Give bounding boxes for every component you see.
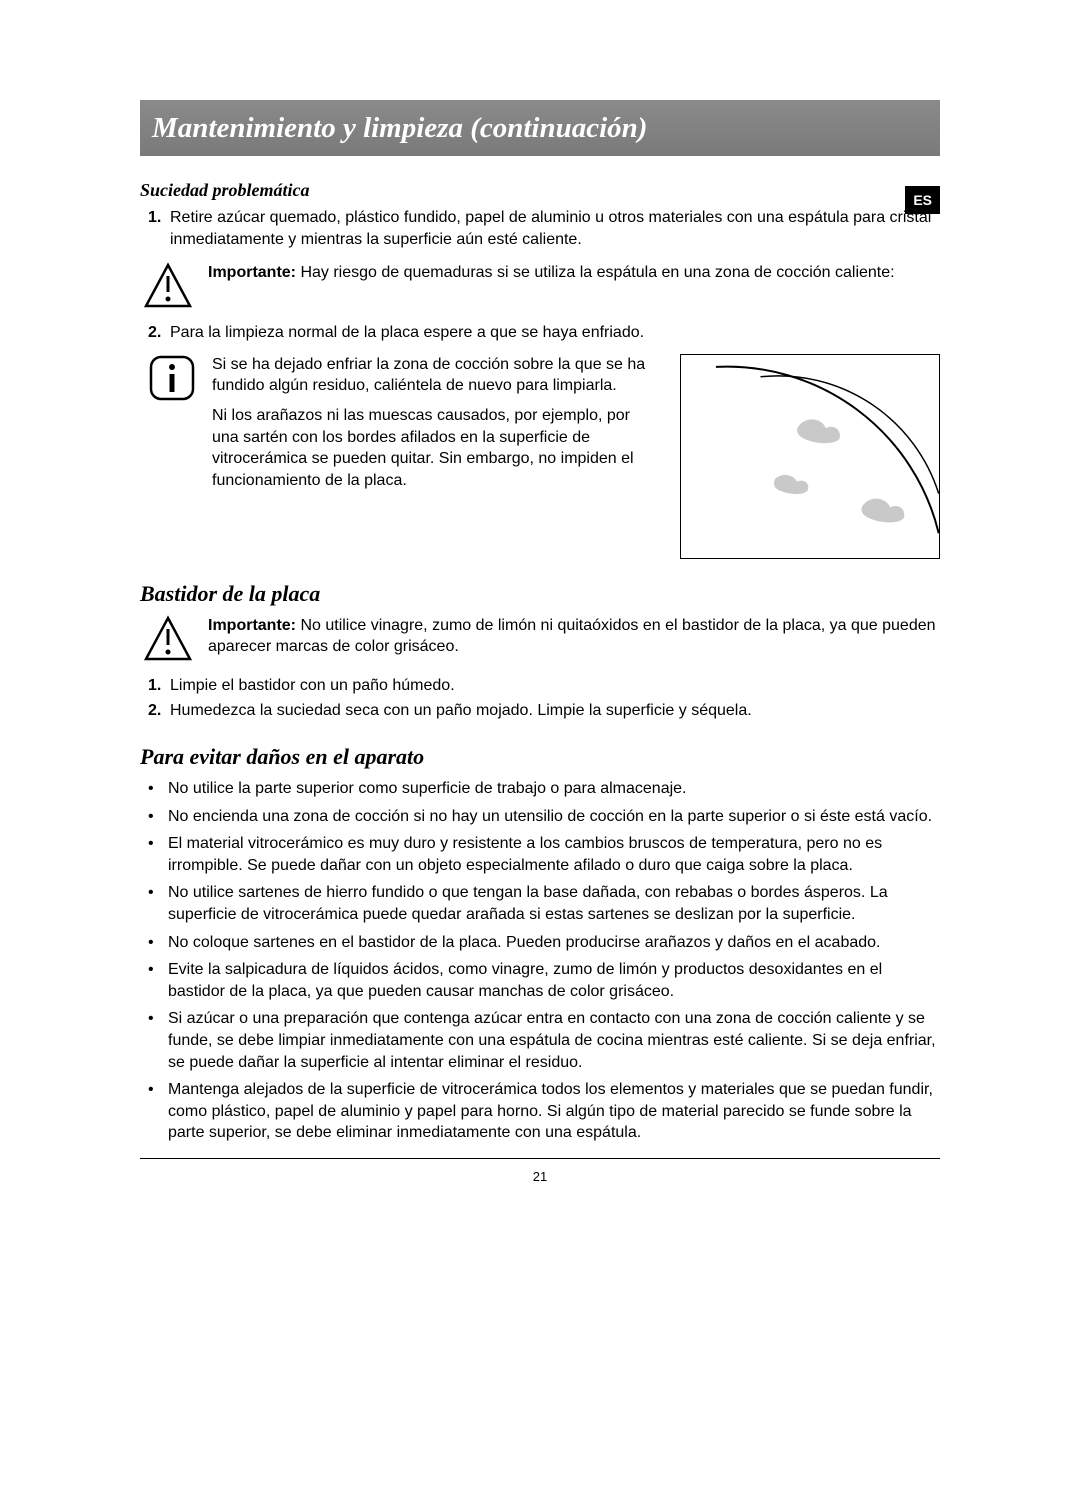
bullet-text: Mantenga alejados de la superficie de vi…: [168, 1079, 940, 1144]
bullet-text: No utilice la parte superior como superf…: [168, 778, 687, 800]
bullet-item: •Si azúcar o una preparación que conteng…: [148, 1008, 940, 1073]
bullet-item: •El material vitrocerámico es muy duro y…: [148, 833, 940, 876]
bullet-text: Evite la salpicadura de líquidos ácidos,…: [168, 959, 940, 1002]
list-item: 1. Limpie el bastidor con un paño húmedo…: [148, 675, 940, 697]
item-text: Humedezca la suciedad seca con un paño m…: [170, 700, 752, 722]
warning-text: Hay riesgo de quemaduras si se utiliza l…: [296, 264, 895, 281]
language-tab: ES: [905, 186, 940, 214]
item-text: Para la limpieza normal de la placa espe…: [170, 322, 644, 344]
list-item: 2. Humedezca la suciedad seca con un pañ…: [148, 700, 940, 722]
bullet-item: •Evite la salpicadura de líquidos ácidos…: [148, 959, 940, 1002]
bullet-item: •Mantenga alejados de la superficie de v…: [148, 1079, 940, 1144]
item-number: 2.: [148, 322, 170, 344]
item-number: 1.: [148, 207, 170, 250]
bullet-text: No coloque sartenes en el bastidor de la…: [168, 932, 880, 954]
page-number: 21: [140, 1169, 940, 1184]
title-banner: Mantenimiento y limpieza (continuación): [140, 100, 940, 156]
heading-bastidor: Bastidor de la placa: [140, 581, 940, 607]
page-title: Mantenimiento y limpieza (continuación): [152, 112, 647, 145]
bullet-text: No utilice sartenes de hierro fundido o …: [168, 882, 940, 925]
bullet-item: •No utilice la parte superior como super…: [148, 778, 940, 800]
bullet-text: El material vitrocerámico es muy duro y …: [168, 833, 940, 876]
bullet-item: •No coloque sartenes en el bastidor de l…: [148, 932, 940, 954]
section-suciedad: Suciedad problemática 1. Retire azúcar q…: [140, 180, 940, 559]
info-icon: [148, 354, 196, 402]
bullet-item: •No encienda una zona de cocción si no h…: [148, 806, 940, 828]
warning-icon: [144, 615, 192, 663]
bullet-text: Si azúcar o una preparación que contenga…: [168, 1008, 940, 1073]
section-evitar-danos: Para evitar daños en el aparato •No util…: [140, 744, 940, 1144]
warning-label: Importante:: [208, 617, 296, 634]
warning-text: No utilice vinagre, zumo de limón ni qui…: [208, 617, 936, 656]
info-text-1: Si se ha dejado enfriar la zona de cocci…: [212, 354, 660, 397]
warning-icon: [144, 262, 192, 310]
hob-illustration: [680, 354, 940, 559]
item-text: Limpie el bastidor con un paño húmedo.: [170, 675, 455, 697]
list-item: 1. Retire azúcar quemado, plástico fundi…: [148, 207, 940, 250]
bullet-text: No encienda una zona de cocción si no ha…: [168, 806, 932, 828]
item-text: Retire azúcar quemado, plástico fundido,…: [170, 207, 940, 250]
bullet-item: •No utilice sartenes de hierro fundido o…: [148, 882, 940, 925]
footer-divider: [140, 1158, 940, 1159]
list-item: 2. Para la limpieza normal de la placa e…: [148, 322, 940, 344]
info-text-2: Ni los arañazos ni las muescas causados,…: [212, 405, 660, 491]
item-number: 1.: [148, 675, 170, 697]
warning-label: Importante:: [208, 264, 296, 281]
heading-evitar: Para evitar daños en el aparato: [140, 744, 940, 770]
warning-row: Importante: Hay riesgo de quemaduras si …: [144, 262, 940, 310]
item-number: 2.: [148, 700, 170, 722]
heading-suciedad: Suciedad problemática: [140, 180, 940, 201]
section-bastidor: Bastidor de la placa Importante: No util…: [140, 581, 940, 722]
